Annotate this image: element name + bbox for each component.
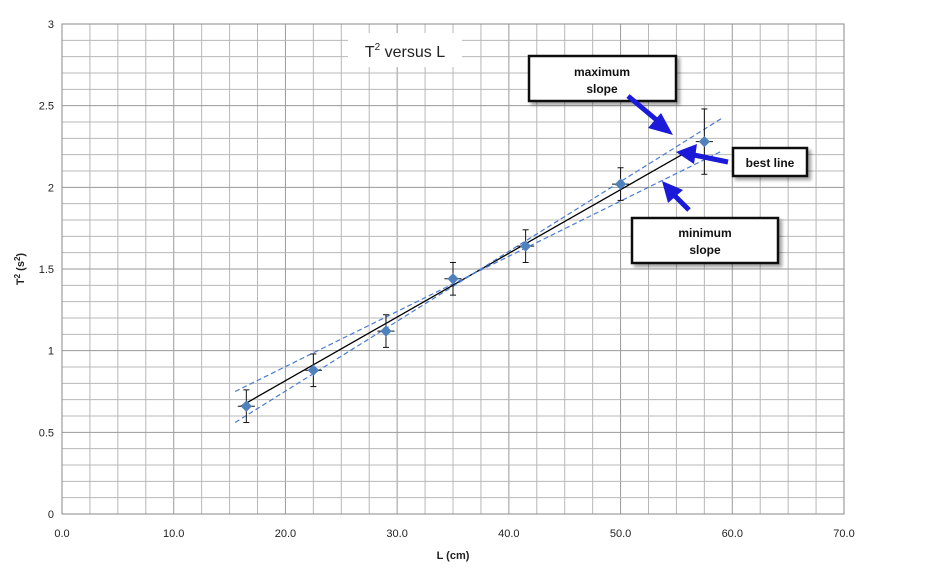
y-tick-label: 0.5 — [39, 427, 54, 439]
point-marker — [307, 364, 320, 376]
x-tick-label: 40.0 — [498, 528, 519, 540]
min-slope-label-line1: minimum — [678, 226, 731, 240]
y-axis-title-sup: 2 — [13, 273, 22, 278]
y-tick-label: 1.5 — [39, 264, 54, 276]
grid — [61, 23, 845, 515]
x-tick-label: 10.0 — [163, 528, 184, 540]
y-axis-title: T2 (s2) — [13, 253, 27, 285]
point-marker — [519, 240, 532, 252]
y-tick-labels: 0 0.5 1 1.5 2 2.5 3 — [39, 19, 54, 521]
y-axis-title-units: (s — [15, 261, 27, 274]
y-tick-label: 1 — [48, 346, 54, 358]
x-tick-labels: 0.0 10.0 20.0 30.0 40.0 50.0 60.0 70.0 — [54, 528, 854, 540]
y-axis-title-units-sup: 2 — [13, 256, 22, 261]
best-line-label: best line — [746, 156, 795, 170]
data-point — [611, 167, 630, 201]
best-line-line — [240, 150, 688, 407]
min-slope-callout: minimum slope — [630, 216, 780, 265]
chart-title: T2 versus L — [348, 33, 462, 67]
data-point — [444, 261, 462, 296]
chart-title-suffix: versus L — [380, 44, 445, 61]
y-tick-label: 3 — [48, 19, 54, 31]
data-point — [517, 229, 535, 263]
x-tick-label: 50.0 — [610, 528, 631, 540]
x-tick-label: 30.0 — [386, 528, 407, 540]
y-tick-label: 0 — [48, 509, 54, 521]
x-tick-label: 0.0 — [54, 528, 69, 540]
min-slope-label-line2: slope — [689, 243, 721, 257]
data-point — [304, 353, 322, 388]
point-marker — [240, 400, 252, 412]
max-slope-arrow — [626, 94, 673, 135]
x-tick-label: 60.0 — [722, 528, 743, 540]
best-line-callout: best line — [731, 146, 809, 178]
max-slope-callout: maximum slope — [527, 54, 678, 103]
y-axis-title-units-end: ) — [15, 253, 27, 257]
chart-title-main: T — [365, 44, 375, 61]
best-line-arrow — [676, 144, 729, 165]
plot-border — [61, 23, 845, 515]
annotation-arrows — [626, 94, 729, 212]
data-points — [237, 108, 713, 424]
x-tick-label: 70.0 — [833, 528, 854, 540]
y-tick-label: 2 — [48, 182, 54, 194]
y-tick-label: 2.5 — [39, 101, 54, 113]
max-slope-label-line2: slope — [586, 82, 618, 96]
point-marker — [380, 325, 392, 337]
axes — [61, 23, 845, 515]
fit-lines — [234, 118, 722, 424]
data-point — [695, 108, 713, 175]
point-marker — [698, 135, 711, 148]
data-point — [377, 314, 395, 348]
svg-text:T2 versus L: T2 versus L — [365, 42, 445, 61]
chart-title-box — [348, 33, 462, 67]
point-marker — [447, 273, 459, 285]
data-point — [237, 389, 255, 424]
min-slope-arrow — [662, 181, 691, 212]
x-axis-title: L (cm) — [437, 550, 470, 562]
x-tick-label: 20.0 — [275, 528, 296, 540]
minimum-slope-line — [234, 150, 722, 393]
y-axis-title-main: T — [15, 278, 27, 285]
max-slope-label-line1: maximum — [574, 65, 630, 79]
chart-title-sup: 2 — [375, 42, 381, 53]
point-marker — [614, 178, 627, 190]
